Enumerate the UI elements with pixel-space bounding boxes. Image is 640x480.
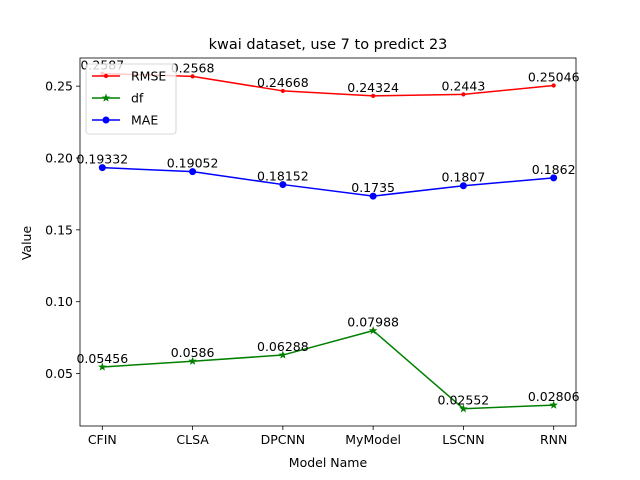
data-label-df: 0.06288	[257, 339, 309, 354]
data-point-mae	[189, 168, 197, 176]
data-label-df: 0.07988	[347, 315, 399, 330]
data-label-df: 0.0586	[171, 345, 215, 360]
y-axis-label: Value	[19, 226, 34, 261]
legend-marker-mae	[102, 116, 110, 124]
x-tick-label: CFIN	[88, 432, 117, 447]
data-point-rmse	[551, 83, 556, 88]
y-tick-label: 0.25	[45, 79, 73, 94]
data-label-mae: 0.1862	[532, 162, 576, 177]
x-tick-label: RNN	[540, 432, 567, 447]
data-label-mae: 0.1735	[351, 180, 395, 195]
series-line-rmse	[102, 72, 554, 97]
data-point-mae	[369, 192, 377, 200]
data-point-mae	[550, 174, 558, 182]
series-line-mae	[102, 166, 554, 197]
plot-frame	[79, 57, 577, 427]
x-tick-label: CLSA	[176, 432, 209, 447]
data-label-mae: 0.19052	[167, 156, 219, 171]
y-tick-label: 0.15	[45, 222, 73, 237]
data-point-df	[459, 404, 468, 413]
data-label-df: 0.05456	[76, 351, 128, 366]
data-point-df	[278, 350, 288, 359]
y-tick-label: 0.20	[45, 151, 73, 166]
legend-label-df: df	[131, 91, 144, 106]
data-label-rmse: 0.24668	[257, 75, 309, 90]
legend-marker-rmse	[103, 73, 109, 79]
legend-label-rmse: RMSE	[131, 69, 166, 84]
data-point-rmse	[461, 92, 466, 97]
data-point-rmse	[190, 74, 195, 79]
data-label-mae: 0.19332	[76, 152, 128, 167]
legend: RMSE df MAE	[85, 63, 177, 135]
legend-box	[85, 63, 177, 135]
data-point-mae	[98, 164, 106, 172]
series-line-df	[102, 329, 554, 410]
data-point-df	[549, 400, 558, 409]
data-label-mae: 0.18152	[257, 169, 309, 184]
data-label-rmse: 0.2443	[442, 78, 486, 93]
x-tick-label: MyModel	[345, 432, 401, 447]
data-label-rmse: 0.24324	[347, 80, 399, 95]
data-point-rmse	[280, 88, 285, 94]
data-point-df	[188, 356, 197, 365]
data-label-rmse: 0.25046	[528, 70, 580, 85]
data-label-mae: 0.1807	[442, 170, 486, 185]
data-point-df	[98, 362, 107, 371]
y-tick-label: 0.05	[45, 366, 73, 381]
data-point-rmse	[371, 93, 376, 98]
legend-label-mae: MAE	[131, 113, 158, 128]
data-label-df: 0.02806	[528, 389, 580, 404]
data-label-rmse: 0.2568	[171, 60, 215, 75]
data-label-df: 0.02552	[438, 393, 490, 408]
data-point-mae	[459, 182, 467, 190]
x-tick-label: LSCNN	[442, 432, 484, 447]
x-tick-label: DPCNN	[261, 432, 306, 447]
chart-title: kwai dataset, use 7 to predict 23	[209, 37, 448, 53]
data-point-mae	[279, 181, 287, 189]
y-tick-label: 0.10	[45, 294, 73, 309]
data-point-df	[368, 326, 378, 335]
legend-marker-df	[101, 93, 111, 102]
x-axis-label: Model Name	[289, 455, 368, 470]
